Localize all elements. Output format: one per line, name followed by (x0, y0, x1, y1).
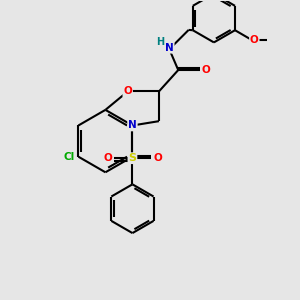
Text: O: O (123, 86, 132, 96)
Text: Cl: Cl (64, 152, 75, 162)
Text: N: N (165, 43, 174, 53)
Text: O: O (153, 153, 162, 163)
Text: O: O (202, 65, 211, 75)
Text: H: H (156, 37, 164, 47)
Text: O: O (103, 153, 112, 163)
Text: S: S (128, 153, 136, 163)
Text: N: N (128, 121, 137, 130)
Text: O: O (250, 35, 259, 45)
